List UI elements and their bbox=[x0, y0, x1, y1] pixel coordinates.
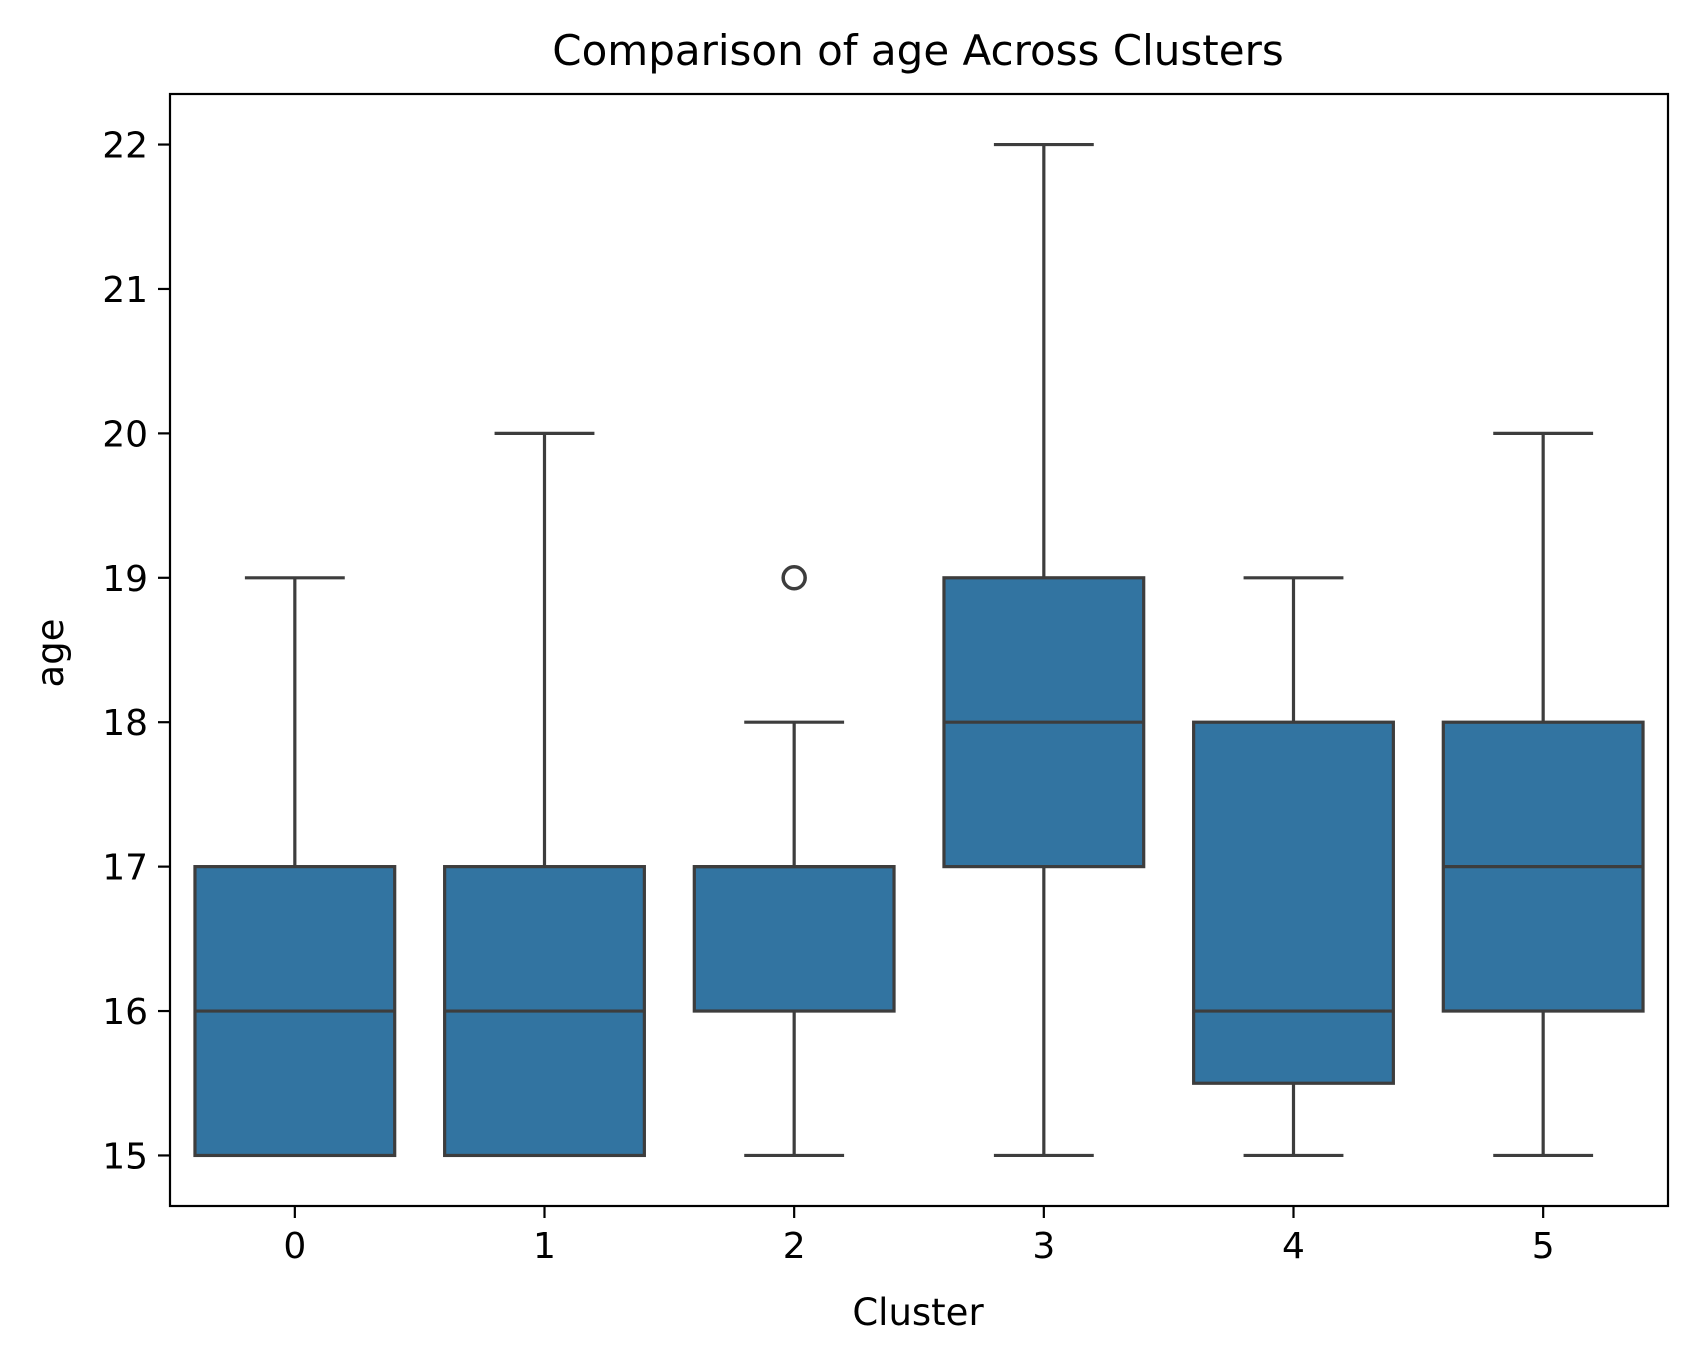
box-cluster-4 bbox=[1192, 720, 1395, 1085]
x-tick-label: 2 bbox=[783, 1226, 806, 1267]
outlier-point bbox=[781, 565, 807, 591]
y-tick-label: 16 bbox=[102, 992, 148, 1033]
axes-frame bbox=[168, 92, 1670, 1208]
x-tick-label: 3 bbox=[1032, 1226, 1055, 1267]
x-tick-label: 4 bbox=[1282, 1226, 1305, 1267]
y-tick-label: 20 bbox=[102, 414, 148, 455]
y-axis-label: age bbox=[29, 619, 72, 688]
y-tick-label: 18 bbox=[102, 703, 148, 744]
plot-area: 15 16 17 18 19 20 21 22 0 1 2 3 4 5 bbox=[102, 92, 1670, 1267]
y-tick-label: 17 bbox=[102, 848, 148, 889]
x-tick-label: 5 bbox=[1532, 1226, 1555, 1267]
y-tick-label: 19 bbox=[102, 559, 148, 600]
x-axis-label: Cluster bbox=[852, 1291, 984, 1334]
x-tick-label: 0 bbox=[283, 1226, 306, 1267]
chart-title: Comparison of age Across Clusters bbox=[552, 26, 1283, 75]
y-tick-label: 21 bbox=[102, 270, 148, 311]
x-tick-label: 1 bbox=[533, 1226, 556, 1267]
y-tick-label: 22 bbox=[102, 126, 148, 167]
y-tick-label: 15 bbox=[102, 1136, 148, 1177]
box-cluster-2 bbox=[692, 865, 896, 1013]
